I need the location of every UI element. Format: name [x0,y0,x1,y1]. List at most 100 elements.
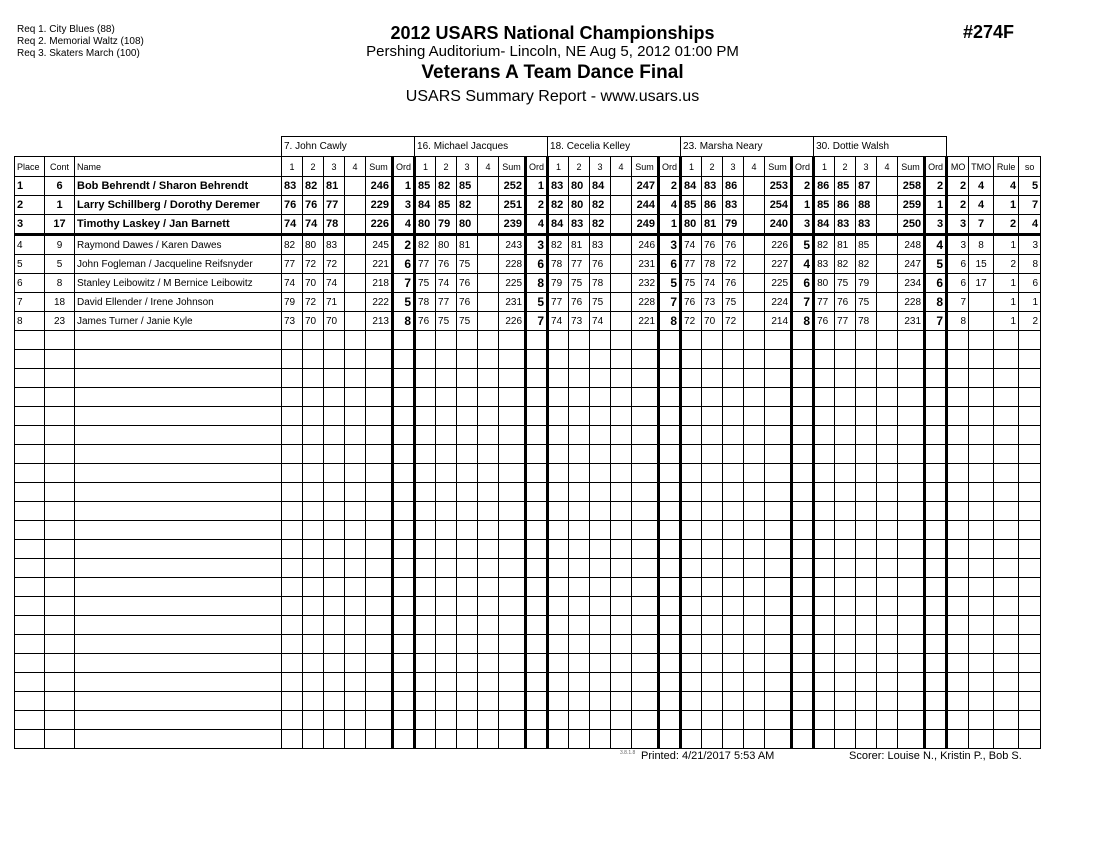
score-cell [344,234,366,255]
score-cell: 77 [547,292,570,312]
ordinal-cell [390,520,417,540]
sum-cell: 229 [365,195,393,215]
score-cell: 79 [547,273,570,293]
ordinal-cell [657,634,683,654]
venue-line: Pershing Auditorium- Lincoln, NE Aug 5, … [366,43,739,60]
mo-cell [946,444,970,464]
score-cell [610,234,633,255]
ordinal-cell [923,406,949,426]
score-cell [743,292,766,312]
score-cell [813,710,836,730]
tmo-cell [968,615,995,635]
score-cell [568,672,591,692]
column-header-dance: 3 [589,156,612,177]
so-cell: 2 [1018,311,1042,331]
empty-row [14,634,1042,654]
rule-cell [993,387,1020,407]
score-cell [477,577,500,597]
score-cell [743,577,766,597]
judge-header-row: 7. John Cawly 16. Michael Jacques 18. Cece… [15,136,1041,157]
sum-cell: 231 [498,292,527,312]
score-cell [435,425,458,445]
score-cell: 76 [456,292,479,312]
score-cell [680,501,703,521]
score-cell [281,558,303,578]
score-cell [323,634,345,654]
ordinal-cell [657,520,683,540]
rule-cell [993,615,1020,635]
ordinal-cell [790,672,816,692]
score-cell [701,444,724,464]
score-cell [344,558,366,578]
score-cell: 76 [680,292,703,312]
score-cell [435,634,458,654]
score-cell [589,539,612,559]
column-header-ord: Ord [390,156,417,177]
ordinal-cell [390,653,417,673]
score-cell [680,596,703,616]
score-cell [722,387,745,407]
score-cell [876,691,899,711]
score-cell [568,501,591,521]
cont-cell [44,444,75,464]
score-cell [547,672,570,692]
score-cell: 79 [281,292,303,312]
place-cell [14,634,45,654]
score-cell [302,463,324,483]
rule-cell [993,444,1020,464]
column-header-sum: Sum [365,156,393,177]
score-cell [547,615,570,635]
score-cell [414,330,437,350]
name-cell [74,444,282,464]
score-cell [680,615,703,635]
score-cell [589,615,612,635]
sum-cell: 231 [897,311,926,331]
name-cell [74,349,282,369]
score-cell: 83 [568,214,591,236]
score-cell [435,596,458,616]
sum-cell: 226 [764,234,793,255]
ordinal-cell [657,577,683,597]
sum-cell [631,596,660,616]
ordinal-cell: 1 [657,214,683,236]
score-cell [834,368,857,388]
score-cell [722,653,745,673]
column-header-ord: Ord [923,156,949,177]
score-cell: 82 [589,214,612,236]
score-cell [477,672,500,692]
rule-cell [993,596,1020,616]
score-cell: 72 [302,292,324,312]
score-cell: 85 [855,234,878,255]
score-cell [281,691,303,711]
ordinal-cell [790,501,816,521]
score-cell [834,672,857,692]
ordinal-cell: 8 [657,311,683,331]
ordinal-cell [657,539,683,559]
judge-name: 18. Cecelia Kelley [547,136,682,157]
tmo-cell: 8 [968,234,995,255]
score-cell [813,615,836,635]
score-cell [414,387,437,407]
name-cell: Bob Behrendt / Sharon Behrendt [74,176,282,196]
table-row: 6 8 Stanley Leibowitz / M Bernice Leibowit… [14,273,1042,293]
score-cell [302,387,324,407]
score-cell [834,539,857,559]
score-cell [568,444,591,464]
ordinal-cell: 5 [390,292,417,312]
score-cell [876,254,899,274]
tmo-cell [968,596,995,616]
mo-cell [946,539,970,559]
name-cell [74,691,282,711]
score-cell [435,368,458,388]
score-cell [302,482,324,502]
score-cell [344,501,366,521]
score-cell [680,634,703,654]
cont-cell [44,615,75,635]
score-cell [477,387,500,407]
tmo-cell [968,482,995,502]
score-cell [568,653,591,673]
score-cell: 78 [701,254,724,274]
score-cell: 82 [414,234,437,255]
score-cell [680,406,703,426]
score-cell [435,482,458,502]
